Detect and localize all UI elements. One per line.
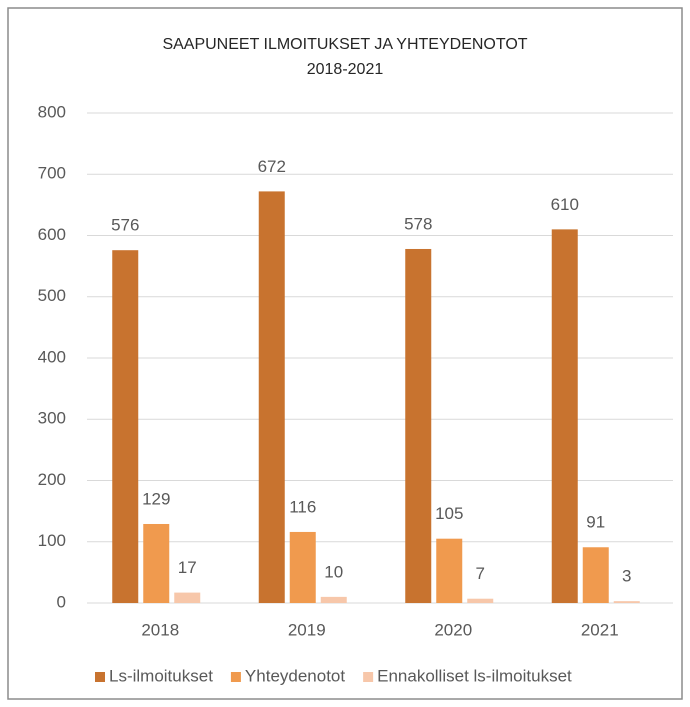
y-tick-label: 800 (38, 102, 66, 121)
bar (467, 598, 494, 603)
x-tick-label: 2021 (581, 620, 619, 639)
y-tick-label: 100 (38, 531, 66, 550)
y-tick-label: 300 (38, 409, 66, 428)
legend-swatch (95, 672, 105, 682)
bar (551, 229, 578, 603)
value-label: 105 (435, 504, 463, 523)
y-tick-label: 700 (38, 164, 66, 183)
bar (320, 596, 347, 603)
value-label: 91 (586, 513, 605, 532)
value-label: 10 (324, 562, 343, 581)
bar (613, 601, 640, 603)
y-tick-label: 0 (57, 592, 66, 611)
bar (112, 250, 139, 603)
legend-label: Yhteydenotot (245, 666, 345, 685)
value-label: 17 (178, 558, 197, 577)
bar (436, 538, 463, 603)
y-tick-label: 200 (38, 470, 66, 489)
value-label: 578 (404, 214, 432, 233)
x-tick-label: 2020 (434, 620, 472, 639)
legend-swatch (363, 672, 374, 682)
bar (174, 592, 201, 603)
legend-swatch (230, 672, 241, 682)
value-label: 3 (622, 567, 631, 586)
chart-subtitle: 2018-2021 (307, 61, 384, 78)
bar (143, 523, 170, 603)
bar (405, 248, 432, 603)
bar (258, 191, 285, 603)
value-label: 576 (111, 216, 139, 235)
value-label: 672 (258, 157, 286, 176)
y-tick-label: 400 (38, 347, 66, 366)
value-label: 7 (476, 564, 485, 583)
value-label: 116 (289, 497, 316, 516)
bar (289, 531, 316, 603)
chart-title: SAAPUNEET ILMOITUKSET JA YHTEYDENOTOT (162, 36, 527, 53)
legend-label: Ennakolliset ls-ilmoitukset (377, 666, 572, 685)
bar (582, 547, 609, 603)
legend-label: Ls-ilmoitukset (109, 666, 213, 685)
x-tick-label: 2018 (141, 620, 179, 639)
y-tick-label: 600 (38, 225, 66, 244)
value-label: 610 (551, 195, 579, 214)
chart-border (7, 7, 683, 700)
y-tick-label: 500 (38, 286, 66, 305)
x-tick-label: 2019 (288, 620, 326, 639)
value-label: 129 (142, 489, 170, 508)
